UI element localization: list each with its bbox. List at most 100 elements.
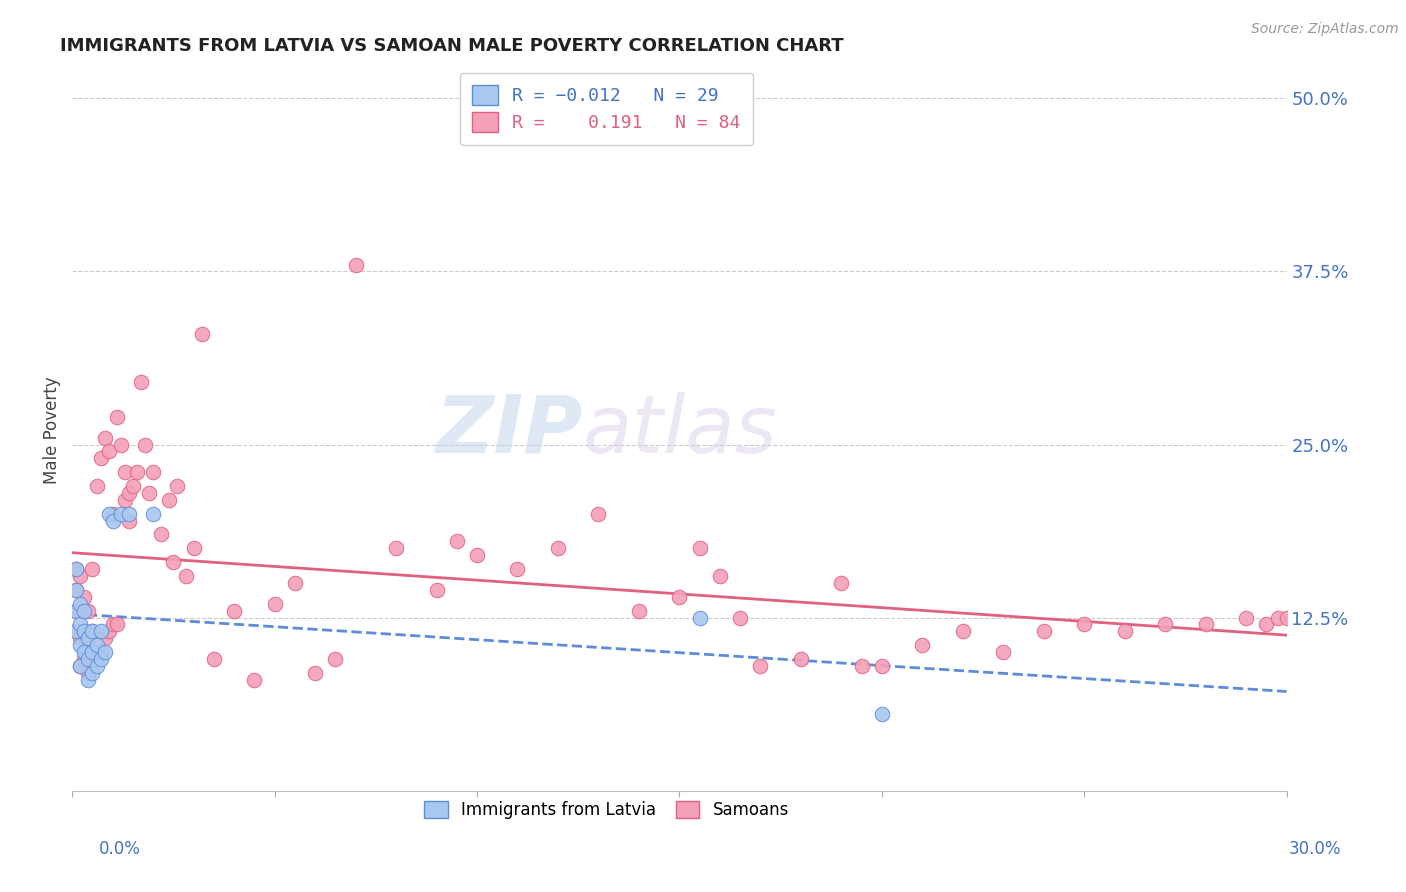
Text: Source: ZipAtlas.com: Source: ZipAtlas.com [1251,22,1399,37]
Point [790,652,813,666]
Point [82,645,104,659]
Point [73,590,96,604]
Text: ZIP: ZIP [434,392,582,470]
Point [118,507,141,521]
Point [105,409,128,424]
Point [110,507,132,521]
Point [142,507,165,521]
Point [1256,617,1278,632]
Point [150,527,173,541]
Point [101,514,124,528]
Point [993,645,1015,659]
Point [263,597,285,611]
Point [97,444,120,458]
Point [851,659,873,673]
Text: 30.0%: 30.0% [1288,840,1341,858]
Point [142,465,165,479]
Point [77,673,100,687]
Point [224,604,246,618]
Point [93,431,115,445]
Point [129,375,152,389]
Point [65,604,87,618]
Point [174,569,197,583]
Point [114,492,136,507]
Point [90,624,112,639]
Point [86,638,108,652]
Point [110,437,132,451]
Point [69,569,91,583]
Point [911,638,934,652]
Point [73,604,96,618]
Point [668,590,690,604]
Point [65,624,87,639]
Point [1073,617,1095,632]
Point [93,645,115,659]
Point [689,610,711,624]
Point [101,617,124,632]
Point [870,707,893,722]
Point [1154,617,1177,632]
Point [90,451,112,466]
Legend: Immigrants from Latvia, Samoans: Immigrants from Latvia, Samoans [418,794,796,825]
Y-axis label: Male Poverty: Male Poverty [44,376,60,484]
Point [157,492,180,507]
Point [90,652,112,666]
Point [1194,617,1216,632]
Point [97,624,120,639]
Point [830,576,852,591]
Point [65,582,87,597]
Point [183,541,205,556]
Point [243,673,266,687]
Point [385,541,408,556]
Point [709,569,731,583]
Point [1114,624,1136,639]
Point [952,624,974,639]
Point [134,437,156,451]
Point [69,604,91,618]
Point [82,665,104,680]
Point [86,652,108,666]
Point [77,632,100,646]
Point [465,548,488,562]
Point [118,486,141,500]
Point [101,507,124,521]
Point [749,659,772,673]
Point [69,659,91,673]
Point [547,541,569,556]
Point [325,652,347,666]
Point [93,632,115,646]
Point [65,624,87,639]
Point [65,604,87,618]
Point [284,576,307,591]
Point [73,645,96,659]
Point [90,645,112,659]
Point [77,638,100,652]
Point [69,659,91,673]
Point [73,624,96,639]
Point [689,541,711,556]
Point [69,638,91,652]
Point [1032,624,1054,639]
Point [870,659,893,673]
Point [588,507,610,521]
Point [105,617,128,632]
Point [138,486,160,500]
Point [82,624,104,639]
Point [202,652,225,666]
Point [77,652,100,666]
Point [114,465,136,479]
Point [77,604,100,618]
Point [69,617,91,632]
Point [73,624,96,639]
Text: IMMIGRANTS FROM LATVIA VS SAMOAN MALE POVERTY CORRELATION CHART: IMMIGRANTS FROM LATVIA VS SAMOAN MALE PO… [60,37,844,55]
Point [65,582,87,597]
Point [69,632,91,646]
Point [73,652,96,666]
Point [77,665,100,680]
Point [304,665,326,680]
Point [82,652,104,666]
Point [728,610,751,624]
Point [162,555,184,569]
Point [65,562,87,576]
Point [1275,610,1298,624]
